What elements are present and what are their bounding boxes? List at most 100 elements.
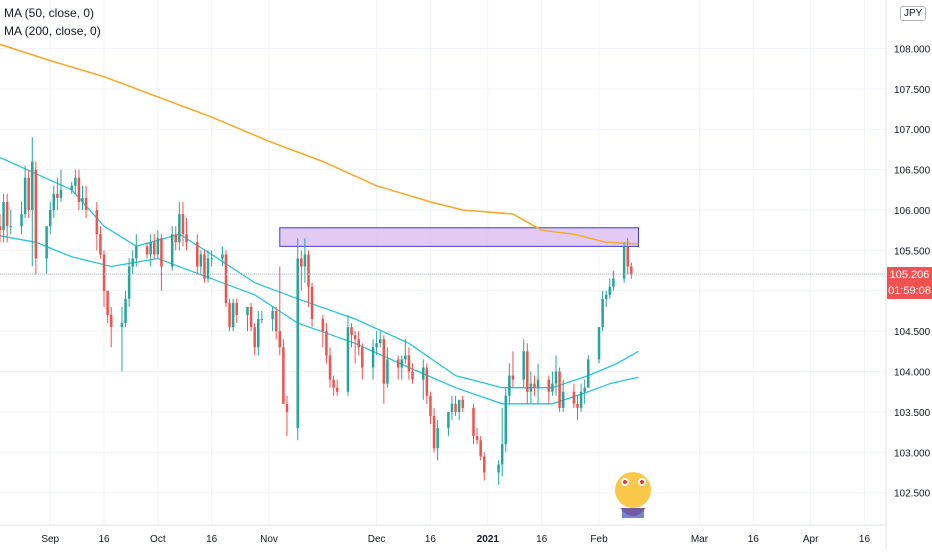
candle-body	[52, 193, 56, 210]
candle-body	[74, 177, 77, 186]
candle-body	[59, 189, 63, 198]
price-tick-label: 106.000	[894, 206, 931, 217]
candle-body	[160, 238, 163, 267]
candle-body	[479, 440, 482, 457]
candles	[0, 137, 633, 485]
candle-body	[271, 310, 274, 320]
price-tick-label: 106.500	[894, 166, 931, 177]
time-tick-label: Dec	[368, 534, 386, 545]
indicator-legend: MA (50, close, 0) MA (200, close, 0)	[4, 4, 101, 40]
candle-body	[127, 266, 131, 299]
time-tick-label: Oct	[150, 534, 166, 545]
last-price-badge: 105.206	[887, 267, 932, 283]
candle-body	[2, 201, 5, 231]
candle-body	[174, 234, 178, 243]
candle-body	[404, 355, 407, 360]
candle-body	[109, 315, 113, 328]
candle-body	[231, 302, 235, 328]
candle-body	[472, 407, 475, 437]
candle-body	[120, 323, 124, 328]
candle-body	[152, 242, 156, 255]
price-tick-label: 108.000	[894, 44, 931, 55]
candle-body	[23, 177, 27, 215]
candle-body	[210, 258, 213, 260]
candle-body	[95, 210, 99, 235]
price-tick-label: 105.500	[894, 246, 931, 257]
candle-body	[386, 359, 389, 384]
candle-body	[135, 246, 138, 259]
candle-body	[34, 169, 38, 259]
candle-body	[587, 359, 590, 388]
candle-body	[321, 319, 325, 332]
candle-body	[102, 254, 106, 291]
candle-body	[457, 399, 461, 412]
ma200-legend-label[interactable]: MA (200, close, 0)	[4, 24, 101, 38]
ma50-legend-label[interactable]: MA (50, close, 0)	[4, 6, 95, 20]
candle-body	[106, 290, 109, 315]
price-tick-label: 107.000	[894, 125, 931, 136]
candle-body	[561, 391, 565, 408]
candle-body	[185, 234, 188, 243]
candle-body	[475, 436, 479, 441]
time-tick-label: 16	[98, 534, 110, 545]
candle-body	[224, 254, 228, 303]
candle-body	[303, 254, 307, 267]
bar-countdown-badge: 01:59:08	[887, 283, 932, 299]
candle-body	[310, 286, 314, 320]
candle-body	[533, 383, 536, 388]
price-tick-label: 104.500	[894, 327, 931, 338]
candle-body	[429, 395, 432, 416]
candle-body	[361, 347, 364, 368]
time-axis[interactable]: Sep 16 Oct 16 Nov Dec 16 2021 16 Feb Mar 16 Apr 16	[41, 534, 870, 545]
resistance-zone	[279, 227, 639, 247]
candle-body	[70, 185, 73, 190]
candle-body	[357, 339, 360, 348]
candle-body	[579, 391, 583, 408]
candle-body	[508, 375, 511, 396]
candle-body	[81, 197, 84, 202]
candle-body	[300, 258, 303, 267]
candle-body	[181, 214, 185, 235]
candle-body	[307, 254, 310, 287]
candle-body	[396, 359, 400, 368]
candle-body	[56, 193, 59, 198]
candle-body	[84, 197, 88, 210]
flag-icon	[622, 508, 644, 518]
candle-body	[145, 246, 149, 255]
time-tick-label: Sep	[41, 534, 59, 545]
candle-body	[353, 335, 357, 340]
candle-body	[436, 428, 439, 449]
candle-body	[547, 379, 551, 392]
candle-body	[554, 371, 558, 384]
candle-body	[149, 242, 152, 255]
candle-body	[170, 234, 174, 267]
ma200-line	[0, 43, 639, 245]
candle-body	[285, 403, 289, 412]
currency-label[interactable]: JPY	[900, 6, 927, 21]
candle-body	[332, 379, 335, 388]
candle-body	[9, 226, 13, 228]
candle-body	[583, 387, 586, 392]
candle-body	[522, 351, 525, 380]
candle-body	[576, 403, 579, 408]
price-tick-label: 103.000	[894, 448, 931, 459]
candle-body	[282, 347, 285, 404]
price-tick-label: 103.500	[894, 408, 931, 419]
candle-body	[450, 403, 454, 412]
time-tick-label: 2021	[477, 534, 500, 545]
price-tick-label: 104.000	[894, 368, 931, 379]
time-tick-label: 16	[536, 534, 548, 545]
candle-body	[199, 254, 203, 267]
candle-body	[296, 258, 299, 429]
candle-body	[407, 355, 411, 372]
time-tick-label: 16	[748, 534, 760, 545]
candle-body	[178, 214, 181, 243]
candle-body	[425, 367, 429, 396]
time-tick-label: Nov	[260, 534, 278, 545]
candle-body	[260, 319, 264, 321]
candle-body	[504, 395, 508, 445]
candle-body	[411, 371, 414, 380]
